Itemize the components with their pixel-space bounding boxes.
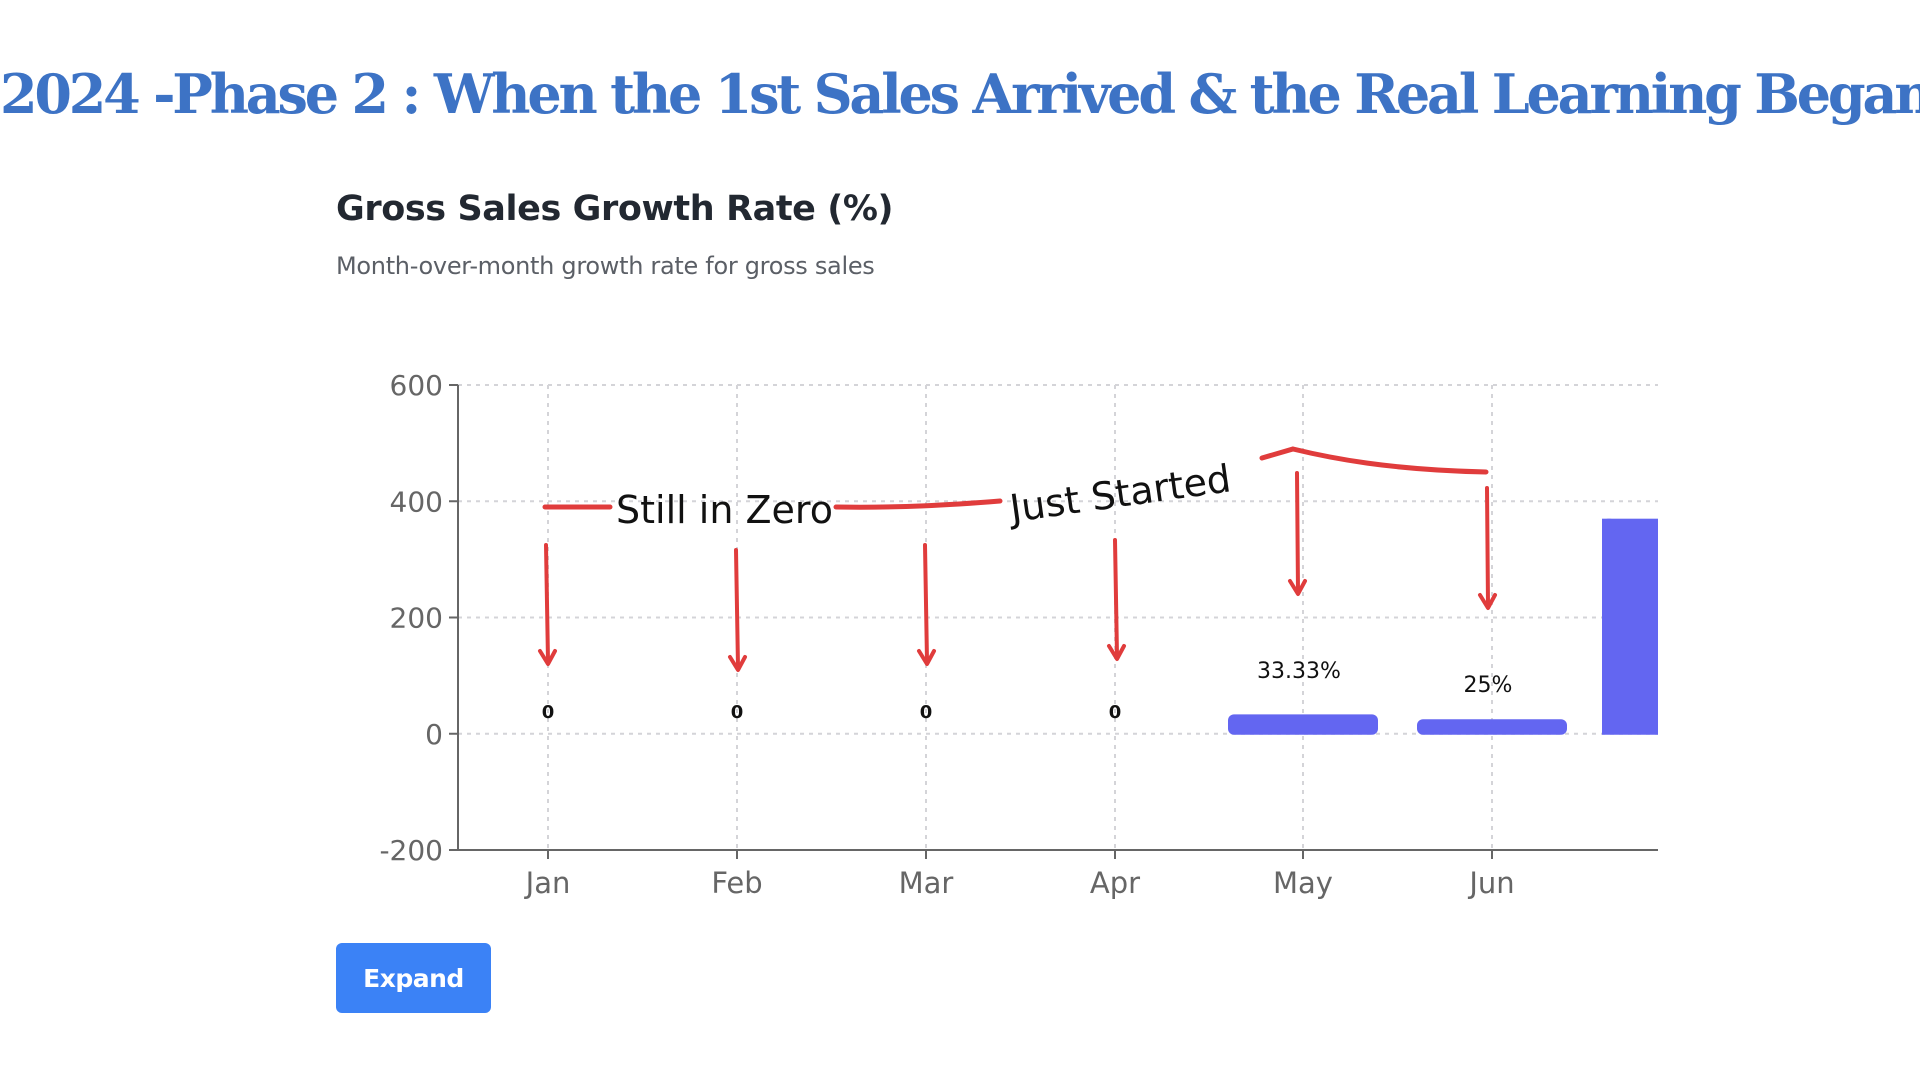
x-tick-label: Mar: [899, 866, 954, 900]
bar-partial-corner: [1602, 518, 1616, 533]
y-tick-label: 600: [390, 369, 443, 402]
page-title: 2024 -Phase 2 : When the 1st Sales Arriv…: [0, 62, 1920, 126]
bar-data-label: 33.33%: [1257, 659, 1341, 684]
y-tick-label: -200: [379, 834, 443, 867]
annotation-just-started: Just Started: [1005, 456, 1233, 531]
bar-data-label: 0: [920, 702, 933, 723]
x-tick-label: Apr: [1090, 866, 1140, 900]
bar-data-label: 0: [731, 702, 744, 723]
bar-data-label: 25%: [1464, 673, 1513, 698]
bar: [1417, 719, 1567, 735]
y-tick-label: 200: [390, 602, 443, 635]
chart-bars: [1228, 518, 1658, 735]
bar-data-label: 0: [542, 702, 555, 723]
bar: [1228, 714, 1378, 735]
x-tick-label: May: [1273, 866, 1333, 900]
y-tick-label: 400: [390, 485, 443, 518]
x-tick-label: Feb: [711, 866, 762, 900]
y-tick-label: 0: [425, 718, 443, 751]
annotation-still-in-zero: Still in Zero: [616, 488, 833, 532]
chart-title: Gross Sales Growth Rate (%): [336, 189, 894, 229]
chart-axes: 600 400 200 0 -200 Jan Feb Mar Apr May Jun: [379, 369, 1658, 900]
chart-subtitle: Month-over-month growth rate for gross s…: [336, 252, 875, 280]
expand-button[interactable]: Expand: [336, 943, 491, 1013]
x-tick-label: Jan: [524, 866, 571, 900]
x-tick-label: Jun: [1467, 866, 1514, 900]
chart-data-labels: 0 0 0 0 33.33% 25%: [542, 659, 1513, 723]
bar-partial: [1602, 518, 1658, 735]
chart-grid: [458, 384, 1658, 850]
bar-data-label: 0: [1109, 702, 1122, 723]
chart-annotations: Still in Zero Just Started: [538, 446, 1497, 672]
